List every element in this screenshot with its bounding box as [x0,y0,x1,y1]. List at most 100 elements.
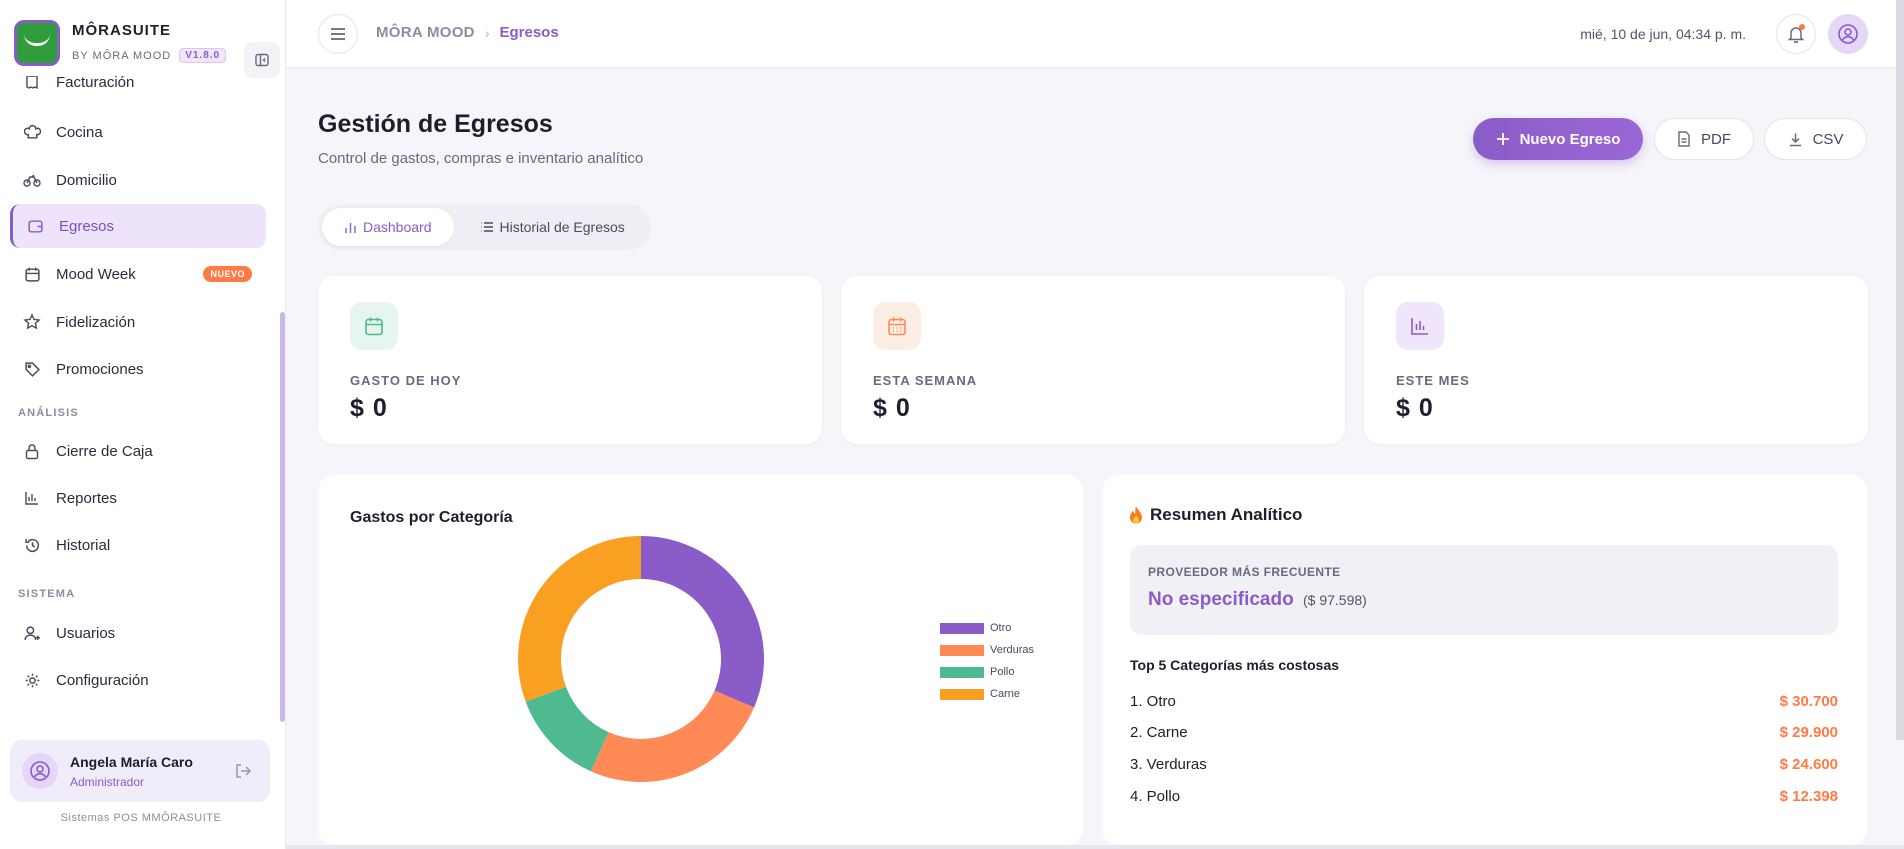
tab-label: Historial de Egresos [499,219,625,235]
provider-name: No especificado [1148,589,1294,610]
list-icon [480,222,493,232]
sidebar-item-label: Configuración [56,671,149,689]
sidebar-scrollbar[interactable] [280,312,285,722]
chart-title: Gastos por Categoría [350,509,513,526]
legend-label: Otro [990,622,1012,634]
logo [14,20,60,66]
legend-item[interactable]: Carne [940,683,1034,705]
user-name: Angela María Caro [70,754,193,770]
notification-dot [1799,24,1805,30]
donut-slice-pollo[interactable] [525,686,609,772]
logout-button[interactable] [232,760,254,782]
donut-slice-otro[interactable] [641,536,764,708]
document-icon [1678,131,1690,147]
collapse-sidebar-button[interactable] [244,42,280,78]
export-pdf-button[interactable]: PDF [1654,118,1754,160]
ranking-name: 1. Otro [1130,692,1176,710]
legend-swatch [940,666,984,678]
stat-card-month: ESTE MES $ 0 [1364,276,1868,444]
stat-label: ESTE MES [1396,373,1470,388]
calendar-icon [22,264,42,284]
fire-icon [1130,506,1142,524]
stat-label: GASTO DE HOY [350,373,462,388]
stat-value: $ 0 [1396,394,1434,422]
bell-icon [1787,27,1805,43]
notifications-button[interactable] [1776,14,1816,54]
breadcrumb-current: Egresos [499,24,559,41]
sidebar-item-egresos[interactable]: Egresos [10,204,266,248]
calendar-icon [350,302,398,350]
tab-label: Dashboard [363,219,432,235]
user-role: Administrador [70,775,145,789]
datetime: mié, 10 de jun, 04:34 p. m. [1580,26,1746,42]
legend-label: Carne [990,688,1020,700]
export-csv-button[interactable]: CSV [1764,118,1867,160]
ranking-name: 2. Carne [1130,723,1188,741]
sidebar-item-mood-week[interactable]: Mood Week NUEVO [10,252,266,296]
top-categories-title: Top 5 Categorías más costosas [1130,657,1340,673]
summary-card: Resumen Analítico PROVEEDOR MÁS FRECUENT… [1102,475,1867,845]
sidebar-item-fidelizacion[interactable]: Fidelización [10,300,266,344]
bike-icon [22,170,42,190]
sidebar-item-historial[interactable]: Historial [10,523,266,567]
receipt-icon [22,76,42,92]
csv-label: CSV [1812,130,1844,148]
tab-historial[interactable]: Historial de Egresos [458,208,647,246]
donut-slice-verduras[interactable] [591,690,755,782]
user-card: Angela María Caro Administrador [10,740,270,802]
legend-item[interactable]: Pollo [940,661,1034,683]
stat-card-today: GASTO DE HOY $ 0 [318,276,822,444]
legend-swatch [940,622,984,634]
version-badge: V1.8.0 [179,48,227,63]
profile-button[interactable] [1828,14,1868,54]
sidebar-item-label: Cierre de Caja [56,442,153,460]
provider-amount: ($ 97.598) [1303,592,1367,608]
summary-title-text: Resumen Analítico [1150,505,1303,524]
page-title: Gestión de Egresos [318,110,553,138]
sidebar-item-label: Mood Week [56,265,136,283]
brand-name: MÔRASUITE [72,22,171,39]
legend-item[interactable]: Verduras [940,639,1034,661]
topbar: MÔRA MOOD › Egresos mié, 10 de jun, 04:3… [286,0,1904,68]
horizontal-scrollbar[interactable] [286,845,1904,849]
sidebar-item-cocina[interactable]: Cocina [10,110,266,154]
sidebar-item-configuracion[interactable]: Configuración [10,658,266,702]
chevron-right-icon: › [484,24,490,41]
page-subtitle: Control de gastos, compras e inventario … [318,150,644,167]
ranking-amount: $ 12.398 [1779,787,1838,805]
brand: MÔRASUITE BY MÔRA MOOD V1.8.0 [14,18,280,78]
new-expense-button[interactable]: Nuevo Egreso [1473,118,1643,160]
view-tabs: Dashboard Historial de Egresos [318,204,651,250]
user-icon [30,761,50,781]
sidebar-item-reportes[interactable]: Reportes [10,476,266,520]
sidebar-item-label: Reportes [56,489,117,507]
donut-slice-carne[interactable] [518,536,641,702]
tab-dashboard[interactable]: Dashboard [322,208,454,246]
ranking-name: 3. Verduras [1130,755,1207,773]
page-scrollbar[interactable] [1896,0,1904,740]
wallet-icon [25,216,45,236]
sidebar-item-promociones[interactable]: Promociones [10,347,266,391]
bar-chart-icon [22,488,42,508]
sidebar-item-cierre-de-caja[interactable]: Cierre de Caja [10,429,266,473]
sidebar-footer: Sistemas POS MMÔRASUITE [60,812,222,824]
sidebar-nav: Facturación Cocina Domicilio Egresos Moo… [0,76,286,726]
tag-icon [22,359,42,379]
breadcrumb-root[interactable]: MÔRA MOOD [376,24,475,41]
legend-item[interactable]: Otro [940,617,1034,639]
bar-chart-icon [345,222,356,233]
legend-label: Verduras [990,644,1035,656]
ranking-amount: $ 30.700 [1779,692,1838,710]
provider-label: PROVEEDOR MÁS FRECUENTE [1148,565,1341,579]
sidebar-item-label: Historial [56,536,111,554]
lock-icon [22,441,42,461]
new-badge: NUEVO [203,266,252,282]
section-sistema: SISTEMA [18,588,76,600]
sidebar-item-domicilio[interactable]: Domicilio [10,158,266,202]
menu-button[interactable] [318,14,358,54]
users-icon [22,623,42,643]
sidebar-item-usuarios[interactable]: Usuarios [10,611,266,655]
sidebar-item-facturacion[interactable]: Facturación [10,76,266,104]
sidebar-item-label: Fidelización [56,313,136,331]
ranking-amount: $ 24.600 [1779,755,1838,773]
